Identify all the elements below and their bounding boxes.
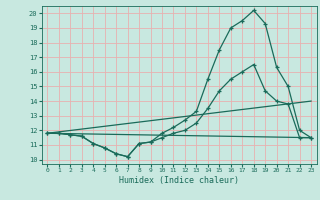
X-axis label: Humidex (Indice chaleur): Humidex (Indice chaleur) bbox=[119, 176, 239, 185]
